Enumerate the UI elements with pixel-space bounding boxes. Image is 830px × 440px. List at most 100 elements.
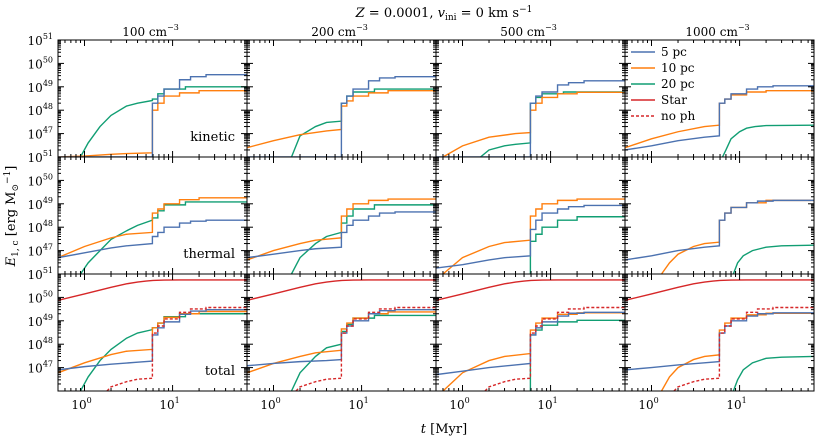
row-label-kinetic: kinetic: [190, 130, 235, 145]
series-line-20pc: [480, 91, 625, 157]
panel-kinetic-3: 1000 cm−3 5 pc 10 pc 20 pc Star no ph: [624, 23, 815, 158]
series-line-star: [625, 279, 814, 302]
x-tick-label: 100: [71, 396, 91, 412]
y-tick-label: 1050: [28, 289, 53, 305]
y-tick-label: 1049: [28, 313, 53, 329]
series-line-20pc: [79, 201, 247, 274]
series-line-20pc: [732, 355, 814, 391]
y-tick-label: 1049: [28, 79, 53, 95]
series-line-10pc: [247, 198, 436, 261]
x-tick-label: 101: [159, 396, 179, 412]
y-tick-label: 1050: [28, 55, 53, 71]
series-line-star: [58, 279, 247, 302]
series-line-10pc: [58, 197, 247, 259]
y-tick-label: 1048: [28, 102, 53, 118]
y-tick-label: 1047: [28, 243, 53, 259]
panel-frame: [624, 156, 815, 275]
series-line-5pc: [58, 308, 247, 371]
panel-series-group: [625, 199, 814, 274]
series-line-10pc: [442, 198, 625, 274]
panel-total-0: 1047 1048 1049 1050 1051 100 101 total: [28, 266, 248, 412]
legend: 5 pc 10 pc 20 pc Star no ph: [631, 45, 695, 123]
legend-label-10pc: 10 pc: [661, 61, 695, 75]
panel-frame: [624, 39, 815, 158]
legend-label-star: Star: [661, 93, 687, 107]
y-tick-label: 1047: [28, 126, 53, 142]
series-line-20pc: [529, 319, 625, 391]
y-tick-label: 1048: [28, 219, 53, 235]
series-line-5pc: [58, 219, 247, 259]
x-axis-label: t [Myr]: [421, 422, 467, 437]
panel-series-group: [436, 80, 625, 157]
x-tick-label: 100: [638, 396, 658, 412]
series-line-5pc: [247, 76, 436, 157]
series-line-5pc: [247, 308, 436, 367]
series-line-20pc: [290, 204, 436, 274]
series-line-noph: [295, 306, 436, 391]
y-tick-label: 1048: [28, 336, 53, 352]
series-line-10pc: [442, 91, 625, 157]
panel-series-group: [625, 279, 814, 391]
panel-kinetic-0: 1047 1048 1049 1050 1051 100 cm−3 kinetic: [28, 23, 248, 158]
x-tick-label: 100: [260, 396, 280, 412]
panel-series-group: [247, 198, 436, 274]
series-line-5pc: [625, 85, 814, 151]
panel-kinetic-1: 200 cm−3: [246, 23, 437, 158]
y-tick-label: 1050: [28, 172, 53, 188]
series-line-20pc: [290, 88, 436, 157]
panel-total-3: 100 101: [624, 273, 815, 412]
x-tick-label: 101: [726, 396, 746, 412]
panel-series-group: [58, 197, 247, 274]
panel-thermal-2: [435, 156, 626, 275]
series-line-star: [247, 279, 436, 302]
series-line-5pc: [247, 211, 436, 259]
panel-grid: 1047 1048 1049 1050 1051 100 cm−3 kinetic 200 c…: [28, 23, 815, 412]
panel-thermal-3: [624, 156, 815, 275]
series-line-10pc: [58, 310, 247, 374]
panel-kinetic-2: 500 cm−3: [435, 23, 626, 158]
row-label-total: total: [205, 364, 235, 379]
series-line-noph: [484, 306, 625, 391]
panel-series-group: [247, 279, 436, 391]
panel-frame: [624, 273, 815, 392]
row-label-thermal: thermal: [183, 247, 235, 262]
x-tick-label: 101: [348, 396, 368, 412]
series-line-5pc: [625, 199, 814, 261]
y-tick-label: 1051: [28, 266, 53, 282]
series-line-5pc: [436, 80, 625, 157]
column-label: 100 cm−3: [122, 23, 179, 39]
series-line-5pc: [436, 204, 625, 269]
legend-label-20pc: 20 pc: [661, 77, 695, 91]
panel-series-group: [58, 279, 247, 391]
series-line-10pc: [247, 311, 436, 374]
panel-series-group: [625, 85, 814, 157]
panel-thermal-1: [246, 156, 437, 275]
panel-series-group: [58, 73, 247, 157]
series-line-20pc: [732, 244, 814, 274]
panel-total-1: 100 101: [246, 273, 437, 412]
y-tick-label: 1051: [28, 149, 53, 165]
y-tick-label: 1051: [28, 32, 53, 48]
series-line-noph: [106, 306, 247, 391]
series-line-20pc: [529, 216, 625, 274]
x-tick-label: 100: [449, 396, 469, 412]
legend-label-5pc: 5 pc: [661, 45, 687, 59]
x-tick-label: 101: [537, 396, 557, 412]
legend-label-noph: no ph: [661, 109, 695, 123]
y-tick-label: 1049: [28, 196, 53, 212]
panel-series-group: [436, 198, 625, 274]
panel-thermal-0: 1047 1048 1049 1050 1051 thermal: [28, 149, 248, 275]
series-line-star: [436, 279, 625, 302]
series-line-5pc: [58, 73, 247, 157]
column-label: 1000 cm−3: [685, 23, 749, 39]
series-line-5pc: [436, 311, 625, 376]
series-line-noph: [673, 306, 814, 391]
panel-series-group: [247, 76, 436, 157]
y-axis-label: E1, c [erg M⊙−1]: [3, 166, 21, 268]
column-label: 200 cm−3: [311, 23, 368, 39]
y-tick-label: 1047: [28, 360, 53, 376]
series-line-10pc: [442, 312, 625, 391]
panel-series-group: [436, 279, 625, 391]
panel-total-2: 100 101: [435, 273, 626, 412]
